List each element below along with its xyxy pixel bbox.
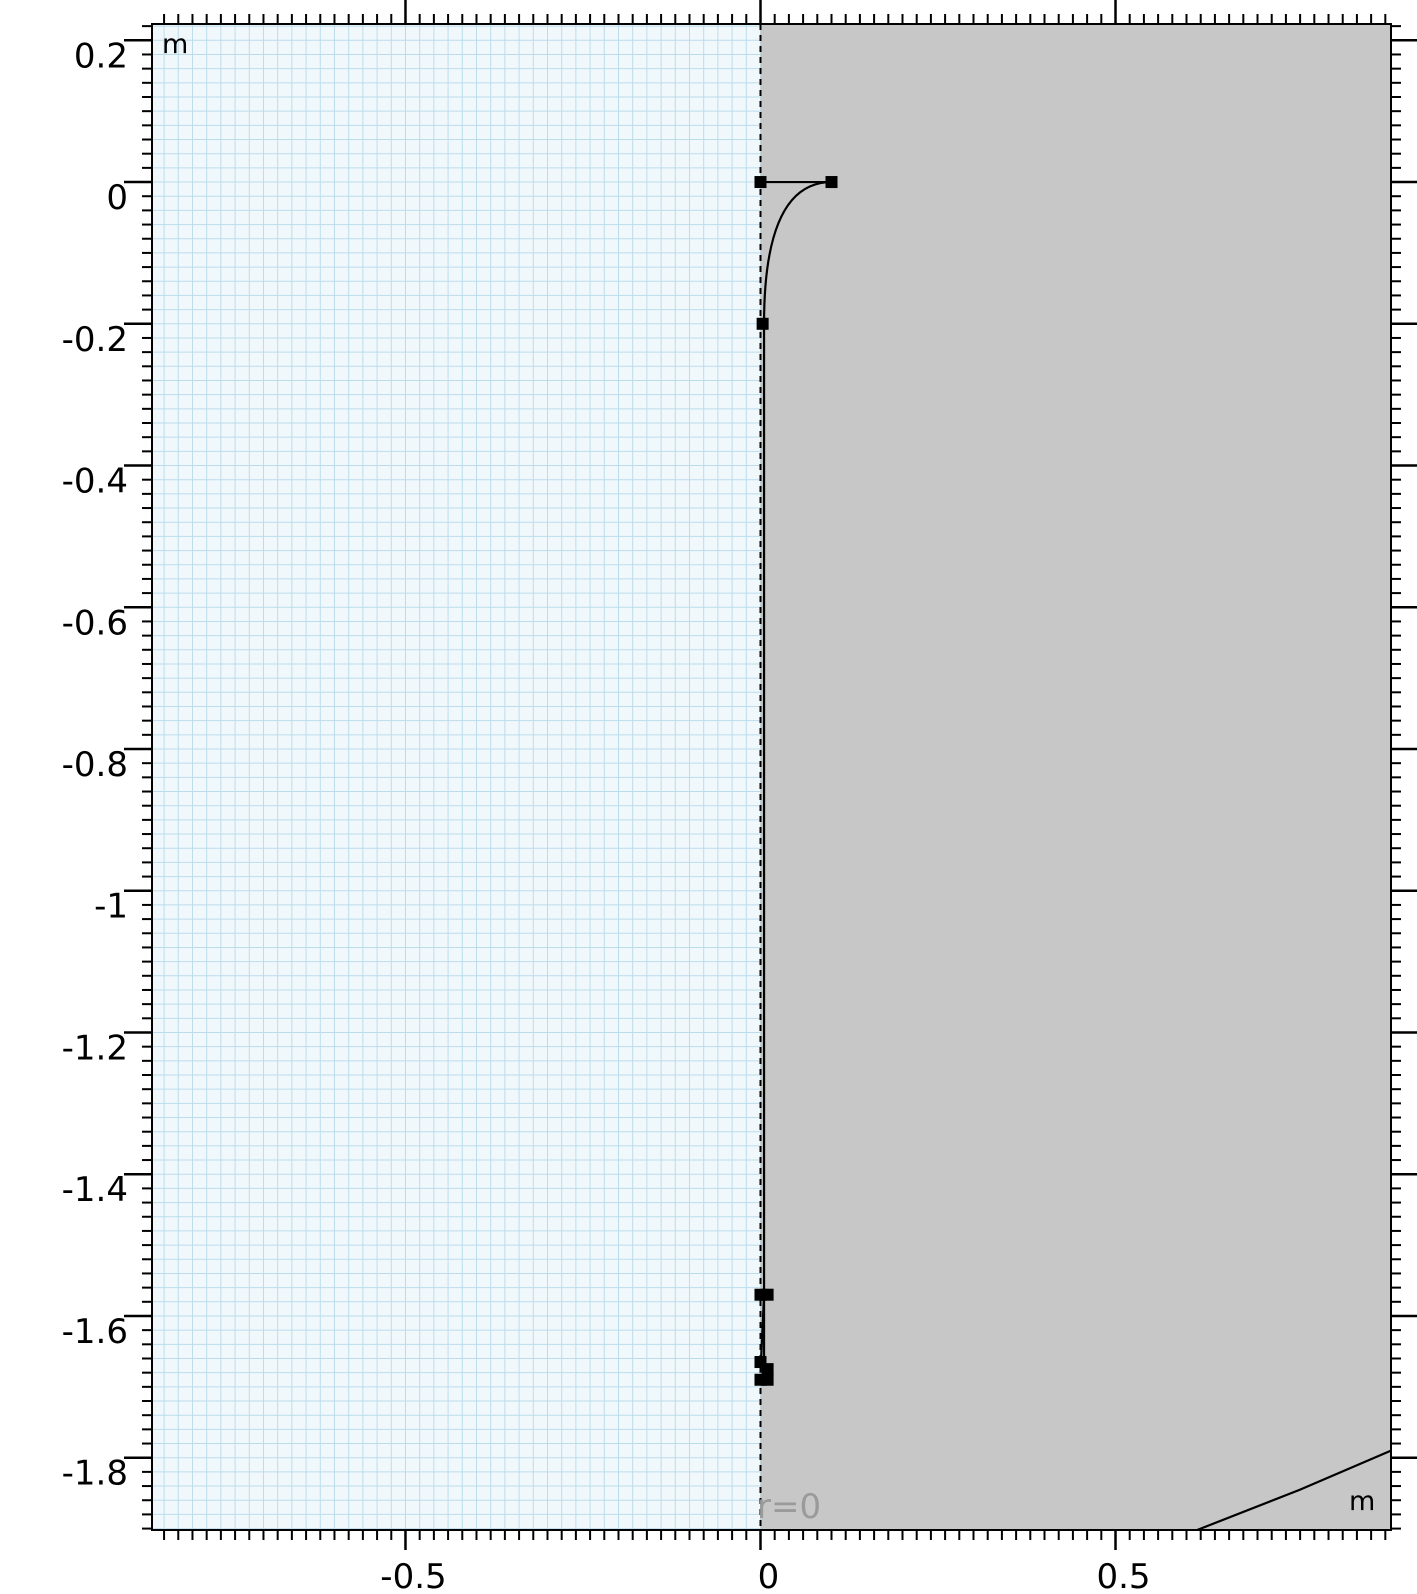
- geometry-vertex[interactable]: [761, 1288, 774, 1301]
- y-tick-label: -0.8: [62, 745, 128, 785]
- symmetry-axis-label: r=0: [757, 1487, 821, 1527]
- geometry-vertices[interactable]: [754, 176, 838, 1386]
- geometry-vertex[interactable]: [825, 176, 838, 189]
- y-tick-label: -1.4: [62, 1170, 128, 1210]
- unit-label-bottom-right: m: [1349, 1486, 1375, 1517]
- y-tick-label: -0.2: [62, 320, 128, 360]
- axis-tick-labels: -0.5 0 0.5 0.2 0 -0.2 -0.4 -0.6 -0.8 -1 -1.2 -1.4 -1…: [62, 36, 1151, 1594]
- geometry-edge[interactable]: [1196, 1449, 1392, 1532]
- x-tick-label: 0: [758, 1557, 780, 1594]
- y-tick-label: -1.2: [62, 1028, 128, 1068]
- domain-region[interactable]: [760, 24, 1391, 1530]
- y-tick-label: 0: [106, 178, 128, 218]
- geometry-edge[interactable]: [762, 180, 832, 324]
- y-tick-label: -0.4: [62, 462, 128, 502]
- x-tick-label: 0.5: [1096, 1557, 1150, 1594]
- geometry-vertex[interactable]: [761, 1373, 774, 1386]
- y-tick-label: -1.6: [62, 1312, 128, 1352]
- x-tick-label: -0.5: [380, 1557, 446, 1594]
- geometry-vertex[interactable]: [761, 1363, 774, 1376]
- y-tick-label: -1: [94, 887, 128, 927]
- geometry-vertex[interactable]: [756, 317, 769, 330]
- y-tick-label: -1.8: [62, 1454, 128, 1494]
- y-tick-label: 0.2: [74, 36, 128, 76]
- axis-ticks: [124, 0, 1417, 1550]
- y-tick-label: -0.6: [62, 603, 128, 643]
- geometry-domain[interactable]: [760, 24, 1391, 1530]
- unit-label-top-left: m: [162, 29, 188, 60]
- grid-lines: [152, 24, 761, 1530]
- geometry-vertex[interactable]: [754, 176, 767, 189]
